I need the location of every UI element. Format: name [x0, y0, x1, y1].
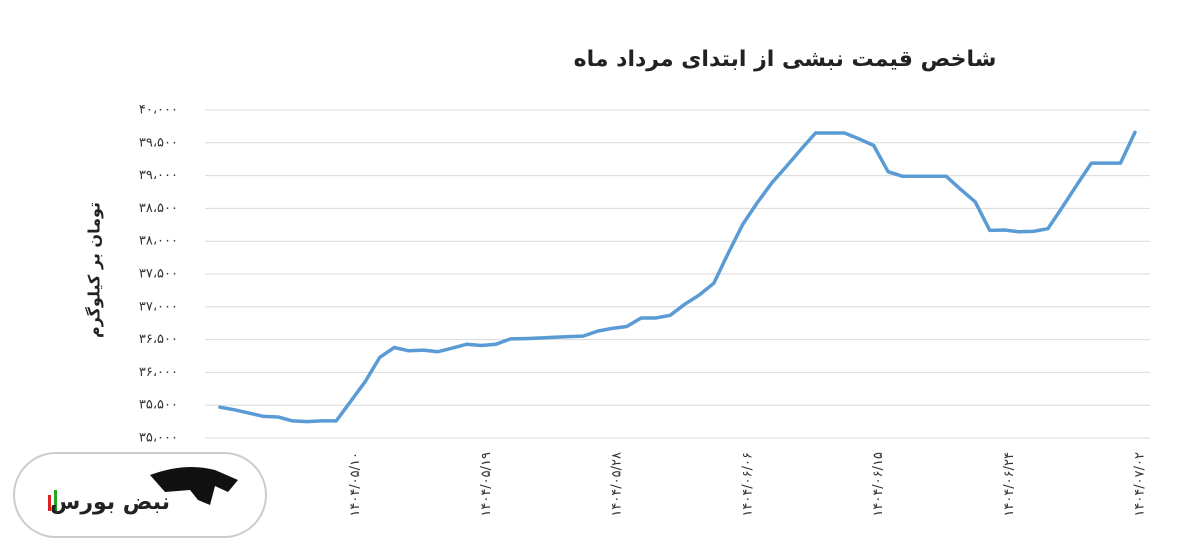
logo-text: نبض بورس [50, 490, 170, 515]
x-tick-label: ۱۴۰۴/۰۷/۰۲ [1133, 452, 1148, 517]
y-tick-label: ۳۸،۰۰۰ [139, 234, 178, 249]
x-tick-label: ۱۴۰۴/۰۶/۱۵ [871, 452, 886, 517]
logo-bar [54, 490, 57, 512]
y-tick-label: ۴۰،۰۰۰ [139, 103, 178, 118]
x-tick-label: ۱۴۰۴/۰۵/۱۹ [479, 452, 494, 517]
y-tick-label: ۳۷،۰۰۰ [139, 299, 178, 314]
y-tick-label: ۳۵،۵۰۰ [139, 398, 178, 413]
y-tick-label: ۳۹،۰۰۰ [139, 168, 178, 183]
x-tick-label: ۱۴۰۴/۰۶/۰۶ [740, 452, 755, 517]
y-axis-label: تومان بر کیلوگرم [85, 202, 104, 338]
data-line [218, 130, 1137, 424]
logo-bar [48, 495, 51, 511]
logo: نبض بورس [13, 452, 267, 538]
y-tick-label: ۳۹،۵۰۰ [139, 135, 178, 150]
x-tick-label: ۱۴۰۴/۰۵/۲۸ [610, 452, 625, 517]
y-tick-label: ۳۷،۵۰۰ [139, 267, 178, 282]
x-tick-label: ۱۴۰۴/۰۶/۲۴ [1002, 452, 1017, 517]
y-tick-label: ۳۶،۰۰۰ [139, 365, 178, 380]
chart-title: شاخص قیمت نبشی از ابتدای مرداد ماه [574, 47, 997, 72]
y-tick-label: ۳۶،۵۰۰ [139, 332, 178, 347]
y-tick-label: ۳۸،۵۰۰ [139, 201, 178, 216]
x-tick-label: ۱۴۰۴/۰۵/۱۰ [348, 452, 363, 517]
y-tick-label: ۳۵،۰۰۰ [139, 431, 178, 446]
logo-bull [150, 466, 238, 505]
